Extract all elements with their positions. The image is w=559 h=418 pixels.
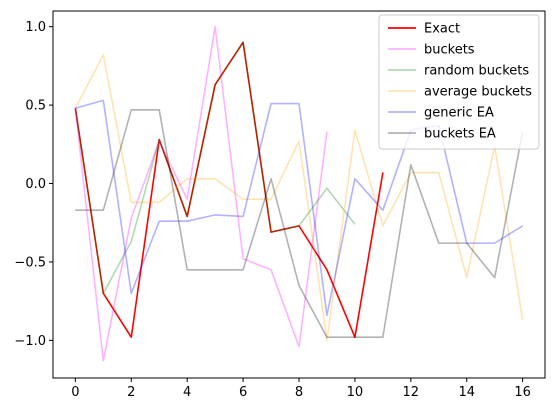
legend-label: buckets EA xyxy=(424,127,496,142)
y-tick-label: 1.0 xyxy=(25,20,46,35)
legend-label: buckets xyxy=(424,43,475,58)
legend-box xyxy=(378,14,540,150)
y-tick-label: −0.5 xyxy=(14,255,46,270)
legend-label: random buckets xyxy=(424,64,529,79)
legend-label: average buckets xyxy=(424,85,532,100)
y-tick-label: 0.5 xyxy=(25,99,46,114)
series-line-4 xyxy=(75,99,524,317)
y-tick-label: 0.0 xyxy=(25,177,46,192)
legend: Exact buckets random buckets average bucket… xyxy=(378,14,540,150)
x-tick-label: 6 xyxy=(239,385,247,400)
legend-label: generic EA xyxy=(424,106,494,121)
series-line-5 xyxy=(75,109,524,339)
x-tick-label: 16 xyxy=(514,385,531,400)
x-tick-label: 14 xyxy=(458,385,475,400)
x-tick-label: 10 xyxy=(347,385,364,400)
y-tick-label: −1.0 xyxy=(14,334,46,349)
x-tick-label: 2 xyxy=(127,385,135,400)
x-tick-label: 8 xyxy=(295,385,303,400)
legend-label: Exact xyxy=(424,22,460,37)
plot-area xyxy=(74,25,524,362)
x-tick-label: 12 xyxy=(403,385,420,400)
axes: 0 2 4 6 8 10 12 14 16 −1.0 −0.5 0.0 0.5 1.0 xyxy=(14,10,546,400)
series-line-1 xyxy=(74,25,328,362)
series-line-2 xyxy=(74,41,356,295)
x-tick-label: 0 xyxy=(71,385,79,400)
series-line-0 xyxy=(74,41,384,339)
series-line-3 xyxy=(74,54,524,342)
x-tick-label: 4 xyxy=(183,385,191,400)
